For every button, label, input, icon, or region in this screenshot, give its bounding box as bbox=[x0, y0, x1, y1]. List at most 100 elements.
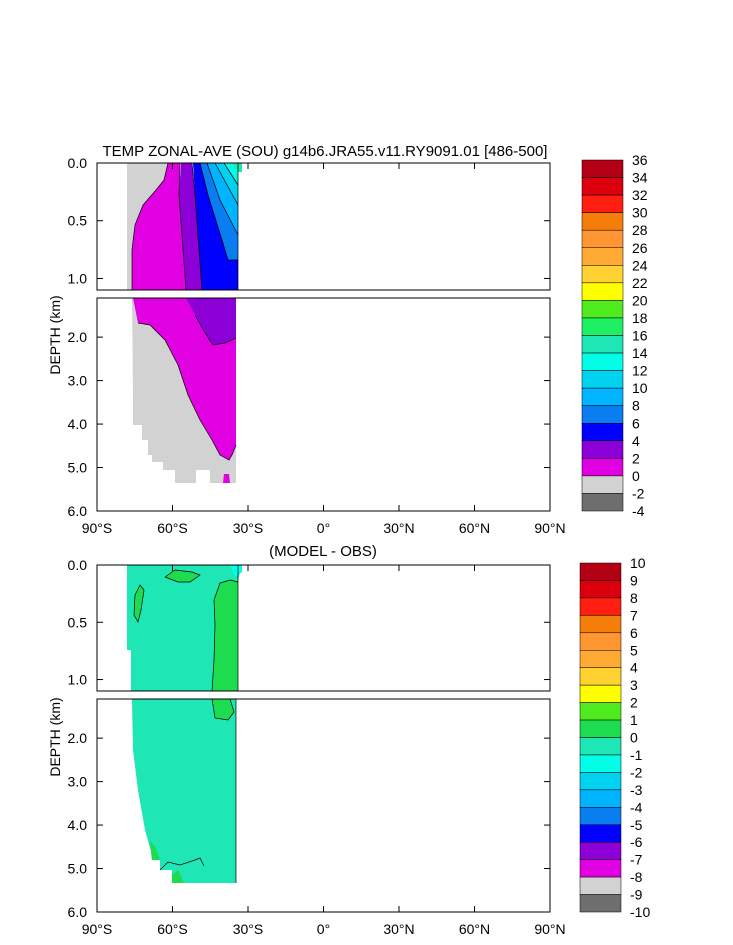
y-tick-label: 1.0 bbox=[68, 270, 88, 286]
colorbar-label: 6 bbox=[630, 625, 638, 641]
colorbar-label: 28 bbox=[632, 222, 648, 238]
colorbar-swatch bbox=[579, 772, 622, 791]
colorbar-label: 18 bbox=[632, 310, 648, 326]
colorbar-swatch bbox=[581, 212, 624, 231]
colorbar-swatch bbox=[579, 667, 622, 686]
panel2-title: (MODEL - OBS) bbox=[269, 543, 377, 560]
colorbar-swatch bbox=[581, 423, 624, 442]
colorbar-swatch bbox=[579, 597, 622, 616]
colorbar-swatch bbox=[579, 702, 622, 721]
x-tick-label: 0° bbox=[317, 520, 330, 536]
colorbar-label: 8 bbox=[632, 398, 640, 414]
x-tick-label: 90°S bbox=[82, 921, 113, 937]
colorbar-label: -6 bbox=[630, 834, 643, 850]
colorbar-swatch bbox=[579, 824, 622, 843]
x-tick-label: 60°N bbox=[459, 520, 490, 536]
panel2-ylabel: DEPTH (km) bbox=[47, 697, 63, 776]
colorbar-swatch bbox=[581, 265, 624, 284]
fill-green-lower3 bbox=[172, 870, 184, 883]
y-tick-label: 5.0 bbox=[68, 861, 88, 877]
colorbar-label: 12 bbox=[632, 363, 648, 379]
colorbar-swatch bbox=[579, 580, 622, 599]
x-tick-label: 60°N bbox=[459, 921, 490, 937]
colorbar-label: 4 bbox=[632, 433, 640, 449]
colorbar-label: -1 bbox=[630, 747, 643, 763]
y-tick-label: 0.5 bbox=[68, 614, 88, 630]
fill-cyan-top bbox=[230, 565, 242, 577]
colorbar-label: -8 bbox=[630, 869, 643, 885]
colorbar-label: 34 bbox=[632, 170, 648, 186]
colorbar-label: 6 bbox=[632, 415, 640, 431]
colorbar-swatch bbox=[579, 562, 622, 581]
colorbar-swatch bbox=[581, 458, 624, 477]
colorbar-swatch bbox=[579, 859, 622, 878]
colorbar-label: 36 bbox=[632, 152, 648, 168]
colorbar-label: 2 bbox=[632, 450, 640, 466]
panel2-upper-fills bbox=[127, 565, 242, 692]
colorbar-swatch bbox=[579, 841, 622, 860]
fill-azure bbox=[200, 163, 238, 260]
colorbar-swatch bbox=[581, 493, 624, 512]
x-tick-label: 30°S bbox=[233, 520, 264, 536]
x-tick-label: 90°N bbox=[534, 520, 565, 536]
colorbar-label: 1 bbox=[630, 712, 638, 728]
fill-magenta-bottom bbox=[223, 474, 230, 483]
colorbar-swatch bbox=[581, 335, 624, 354]
colorbar-label: 10 bbox=[630, 555, 646, 571]
colorbar-swatch bbox=[581, 159, 624, 178]
colorbar-swatch bbox=[579, 754, 622, 773]
y-tick-label: 2.0 bbox=[68, 329, 88, 345]
colorbar-label: -4 bbox=[632, 503, 645, 519]
colorbar-label: 32 bbox=[632, 187, 648, 203]
y-tick-label: 4.0 bbox=[68, 817, 88, 833]
y-tick-label: 4.0 bbox=[68, 416, 88, 432]
fill-blue bbox=[193, 163, 238, 290]
panel1-title: TEMP ZONAL-AVE (SOU) g14b6.JRA55.v11.RY9… bbox=[103, 143, 548, 160]
colorbar-swatch bbox=[579, 615, 622, 634]
colorbar-label: 9 bbox=[630, 572, 638, 588]
colorbar-label: 0 bbox=[632, 468, 640, 484]
panel-temp: TEMP ZONAL-AVE (SOU) g14b6.JRA55.v11.RY9… bbox=[47, 143, 648, 536]
colorbar-label: 20 bbox=[632, 292, 648, 308]
fill-green-blob2 bbox=[212, 580, 238, 691]
colorbar-swatch bbox=[579, 789, 622, 808]
fill-purple-deep bbox=[186, 298, 236, 345]
fill-green-blob1 bbox=[134, 585, 144, 622]
colorbar-label: 14 bbox=[632, 345, 648, 361]
colorbar-swatch bbox=[581, 229, 624, 248]
colorbar-label: 24 bbox=[632, 257, 648, 273]
panel1-lower-fills bbox=[130, 298, 237, 483]
x-tick-label: 0° bbox=[317, 921, 330, 937]
colorbar-label: -3 bbox=[630, 782, 643, 798]
y-tick-label: 0.5 bbox=[68, 213, 88, 229]
colorbar-swatch bbox=[581, 440, 624, 459]
fill-green-lower2 bbox=[150, 840, 160, 862]
x-tick-label: 30°S bbox=[233, 921, 264, 937]
fill-green-top bbox=[165, 570, 200, 582]
colorbar-label: -4 bbox=[630, 799, 643, 815]
colorbar-swatch bbox=[579, 719, 622, 738]
colorbar-label: -2 bbox=[630, 764, 643, 780]
colorbar-swatch bbox=[579, 737, 622, 756]
panel1-upper-fills bbox=[127, 162, 242, 291]
y-tick-label: 0.0 bbox=[68, 557, 88, 573]
fill-purple bbox=[179, 163, 202, 290]
colorbar-label: 22 bbox=[632, 275, 648, 291]
colorbar-swatch bbox=[581, 370, 624, 389]
colorbar-swatch bbox=[579, 807, 622, 825]
colorbar-label: 8 bbox=[630, 590, 638, 606]
colorbar-label: 3 bbox=[630, 677, 638, 693]
colorbar-swatch bbox=[581, 300, 624, 319]
colorbar-label: 2 bbox=[630, 695, 638, 711]
colorbar-label: -5 bbox=[630, 817, 643, 833]
colorbar-label: 7 bbox=[630, 607, 638, 623]
x-tick-label: 30°N bbox=[383, 921, 414, 937]
colorbar-swatch bbox=[581, 194, 624, 213]
colorbar-swatch bbox=[581, 177, 624, 196]
x-tick-label: 90°N bbox=[534, 921, 565, 937]
y-tick-label: 3.0 bbox=[68, 373, 88, 389]
colorbar-swatch bbox=[581, 405, 624, 424]
colorbar-swatch bbox=[581, 282, 624, 301]
x-tick-label: 60°S bbox=[157, 520, 188, 536]
panel-model-obs: (MODEL - OBS) 90°S 60°S 30°S 0° 30°N 60°N 90°N… bbox=[47, 543, 650, 937]
